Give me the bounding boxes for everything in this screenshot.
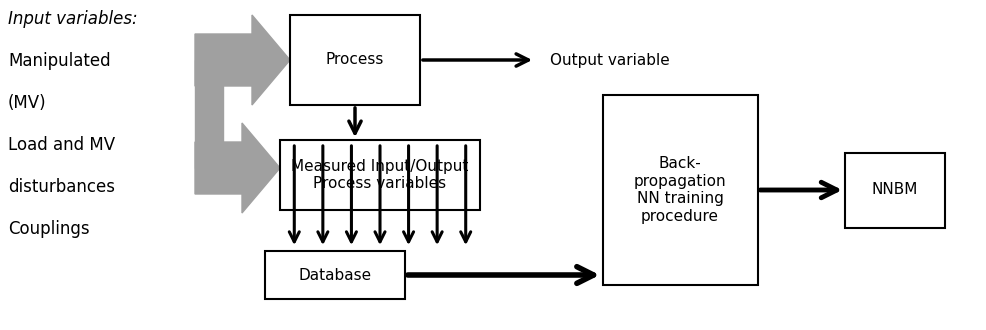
- Text: disturbances: disturbances: [8, 178, 115, 196]
- Polygon shape: [195, 15, 290, 105]
- Text: (MV): (MV): [8, 94, 46, 112]
- Polygon shape: [195, 123, 280, 213]
- Bar: [265, 251, 405, 299]
- Text: Couplings: Couplings: [8, 220, 90, 238]
- Text: Load and MV: Load and MV: [8, 136, 115, 154]
- Text: Back-
propagation
NN training
procedure: Back- propagation NN training procedure: [634, 156, 727, 224]
- Text: Input variables:: Input variables:: [8, 10, 138, 28]
- Text: Database: Database: [299, 268, 372, 282]
- Bar: [845, 152, 945, 227]
- Text: Output variable: Output variable: [550, 52, 669, 68]
- Text: Manipulated: Manipulated: [8, 52, 110, 70]
- Bar: [195, 60, 223, 168]
- Text: Process: Process: [325, 52, 385, 68]
- Text: Measured Input/Output
Process variables: Measured Input/Output Process variables: [291, 159, 468, 191]
- Bar: [602, 95, 757, 285]
- Bar: [280, 140, 480, 210]
- Bar: [290, 15, 420, 105]
- Text: NNBM: NNBM: [872, 182, 918, 197]
